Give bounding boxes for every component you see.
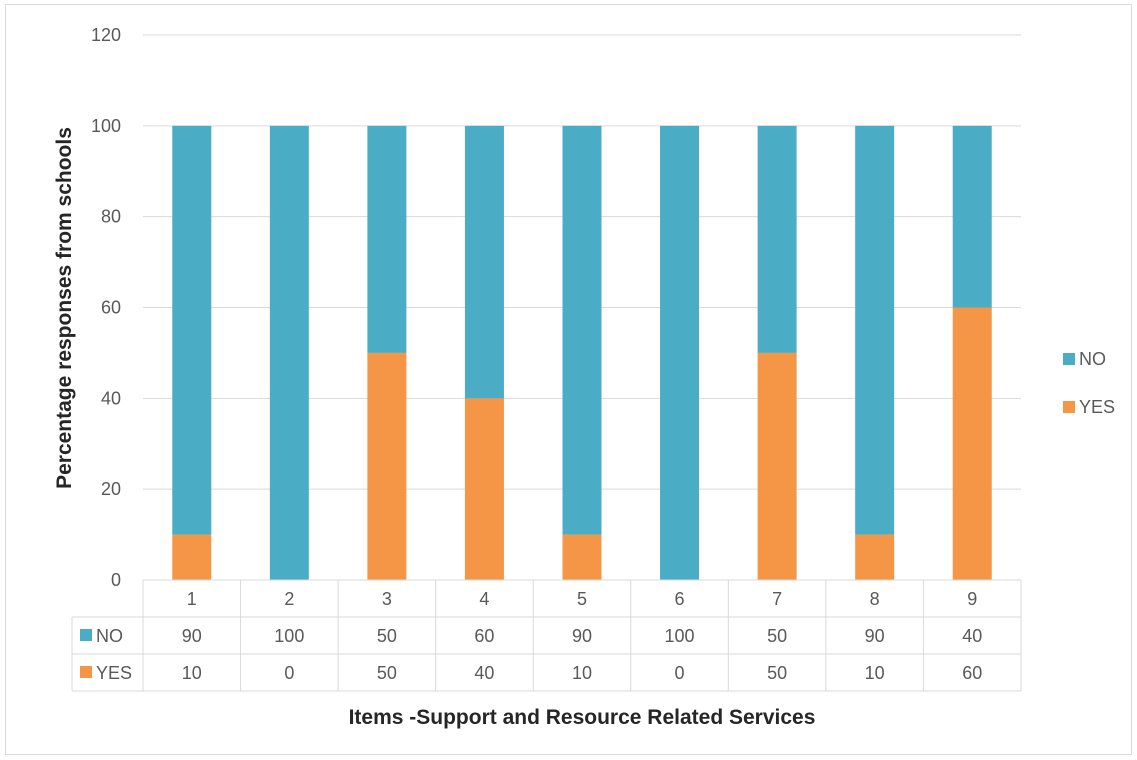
legend: NO YES xyxy=(1063,349,1115,417)
table-cell-no: 90 xyxy=(182,626,202,646)
table-cell-no: 100 xyxy=(665,626,695,646)
y-tick-label: 40 xyxy=(101,388,121,408)
table-legend-key-yes xyxy=(80,666,92,678)
bar-yes-1 xyxy=(172,534,212,580)
bar-no-5 xyxy=(562,125,602,535)
y-tick-label: 80 xyxy=(101,207,121,227)
bar-no-4 xyxy=(464,125,504,399)
x-axis-title: Items -Support and Resource Related Serv… xyxy=(349,706,816,729)
table-cell-no: 50 xyxy=(377,626,397,646)
table-cell-yes: 10 xyxy=(865,663,885,683)
y-axis-ticks: 0 20 40 60 80 100 120 xyxy=(91,25,121,590)
table-cell-yes: 60 xyxy=(962,663,982,683)
table-cell-yes: 50 xyxy=(767,663,787,683)
y-tick-label: 0 xyxy=(111,570,121,590)
y-tick-label: 20 xyxy=(101,479,121,499)
y-axis-title: Percentage responses from schools xyxy=(53,127,76,489)
bar-no-6 xyxy=(660,125,700,580)
table-row-label: YES xyxy=(96,663,132,683)
bar-yes-4 xyxy=(464,398,504,580)
y-tick-label: 100 xyxy=(91,116,121,136)
legend-label-no: NO xyxy=(1079,349,1106,369)
table-cell-no: 60 xyxy=(474,626,494,646)
table-cell-no: 90 xyxy=(572,626,592,646)
x-category-label: 8 xyxy=(870,589,880,609)
legend-key-no xyxy=(1063,353,1075,365)
bar-no-8 xyxy=(855,125,895,535)
table-row-label: NO xyxy=(96,626,123,646)
table-cell-no: 100 xyxy=(274,626,304,646)
table-cell-yes: 50 xyxy=(377,663,397,683)
table-cell-yes: 40 xyxy=(474,663,494,683)
y-tick-label: 120 xyxy=(91,25,121,45)
x-category-label: 3 xyxy=(382,589,392,609)
table-cell-yes: 0 xyxy=(284,663,294,683)
table-cell-yes: 10 xyxy=(182,663,202,683)
bar-no-2 xyxy=(269,125,309,580)
x-category-label: 6 xyxy=(675,589,685,609)
x-category-label: 4 xyxy=(479,589,489,609)
bars xyxy=(172,125,992,580)
table-cell-yes: 0 xyxy=(675,663,685,683)
bar-yes-9 xyxy=(952,307,992,580)
x-category-label: 2 xyxy=(284,589,294,609)
x-category-label: 9 xyxy=(967,589,977,609)
bar-no-9 xyxy=(952,125,992,308)
x-category-label: 5 xyxy=(577,589,587,609)
table-cell-no: 90 xyxy=(865,626,885,646)
table-legend-key-no xyxy=(80,629,92,641)
bar-no-1 xyxy=(172,125,212,535)
table-cell-no: 40 xyxy=(962,626,982,646)
bar-yes-3 xyxy=(367,352,407,580)
legend-key-yes xyxy=(1063,401,1075,413)
bar-no-7 xyxy=(757,125,797,353)
y-tick-label: 60 xyxy=(101,298,121,318)
x-category-label: 1 xyxy=(187,589,197,609)
table-cell-yes: 10 xyxy=(572,663,592,683)
bar-yes-8 xyxy=(855,534,895,580)
legend-label-yes: YES xyxy=(1079,397,1115,417)
x-category-label: 7 xyxy=(772,589,782,609)
table-cell-no: 50 xyxy=(767,626,787,646)
bar-yes-7 xyxy=(757,352,797,580)
bar-yes-5 xyxy=(562,534,602,580)
bar-no-3 xyxy=(367,125,407,353)
